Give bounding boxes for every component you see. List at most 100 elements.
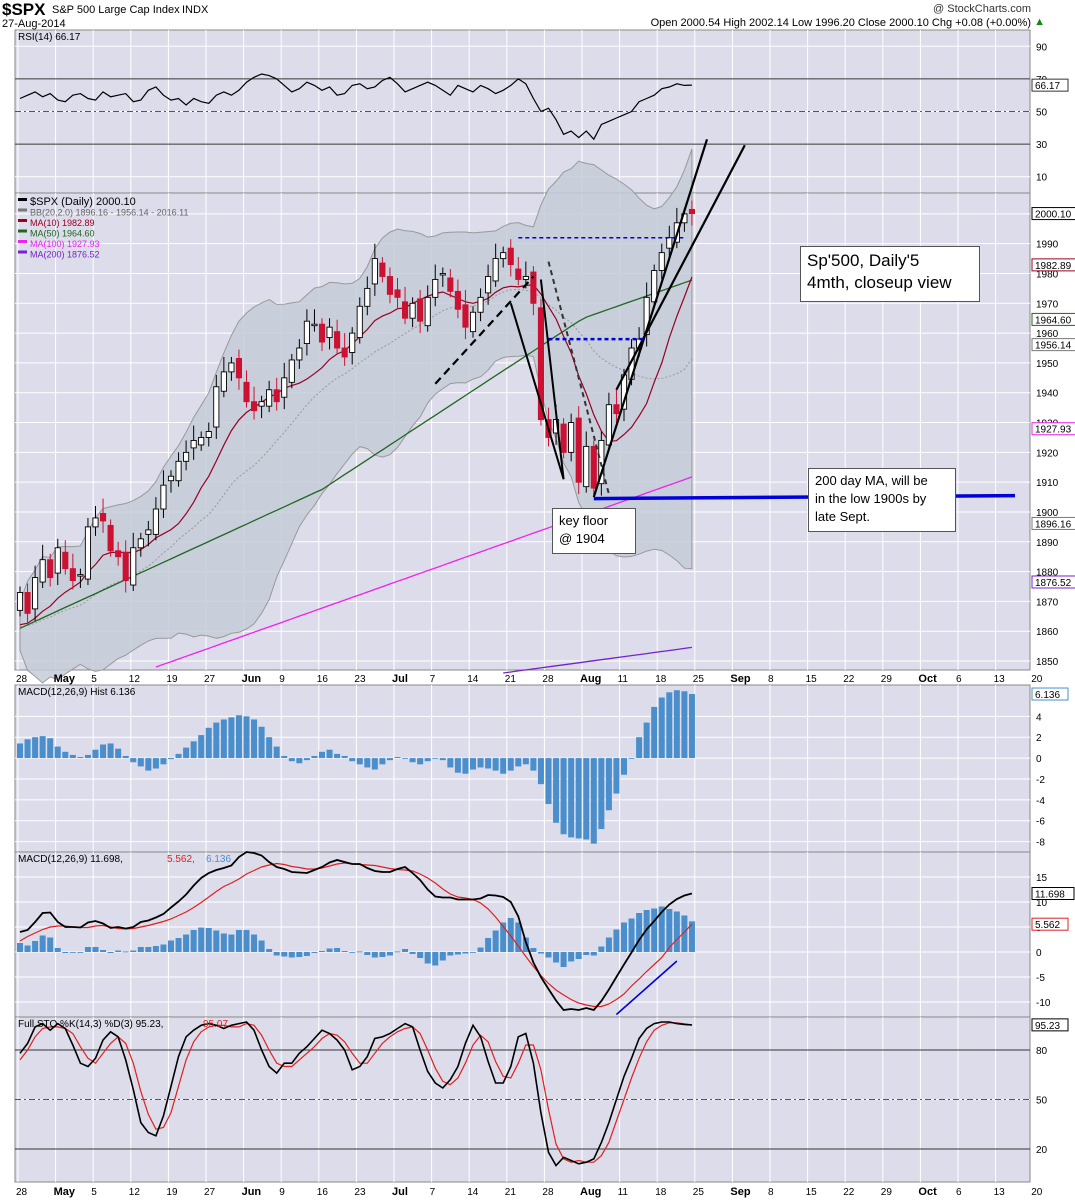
macd-hist-bar [220, 933, 227, 952]
macd-hist-bar [273, 746, 280, 759]
macd-hist-bar [515, 758, 522, 767]
candle-body [568, 422, 575, 453]
candle-body [258, 401, 265, 407]
price-x-label: 20 [1031, 674, 1043, 685]
bottom-x-label: Aug [580, 1186, 601, 1198]
candle-body [213, 386, 220, 428]
macd-hist-bar [628, 918, 635, 952]
candle-body [318, 323, 326, 343]
hist-panel [14, 684, 1031, 853]
candle-body [583, 445, 590, 488]
price-x-label: 18 [655, 674, 667, 685]
price-x-label: Sep [730, 673, 750, 685]
macd-hist-bar [122, 755, 129, 759]
price-x-label: 21 [505, 674, 517, 685]
price-tick-label: 1850 [1036, 657, 1059, 668]
legend-swatch [18, 250, 27, 254]
macd-hist-bar [32, 737, 39, 759]
price-tick-label: 1860 [1036, 627, 1059, 638]
candle-body [145, 529, 152, 535]
price-value-label-box [1031, 207, 1075, 221]
bottom-x-label: 9 [279, 1187, 285, 1198]
macd-hist-bar [130, 758, 137, 763]
macd-hist-bar [122, 951, 129, 953]
price-tick-label: 1980 [1036, 269, 1059, 280]
candle-body [432, 279, 439, 298]
macd-hist-bar [643, 910, 650, 952]
price-x-label: 27 [204, 674, 216, 685]
candle-body [99, 513, 107, 522]
index-name: S&P 500 Large Cap Index [52, 4, 180, 16]
macd-hist-bar [605, 758, 612, 811]
candle-body [24, 592, 31, 614]
candle-body [62, 551, 69, 570]
macd-hist-bar [258, 726, 265, 759]
rsi-value-label-box [1031, 78, 1069, 92]
macd-hist-bar [402, 949, 409, 952]
macd-hist-bar [243, 716, 250, 759]
bottom-x-label: 12 [129, 1187, 141, 1198]
macd-tick-label: 0 [1036, 948, 1042, 959]
macd-hist-bar [183, 934, 190, 952]
macd-hist-bar [160, 758, 167, 765]
macd-hist-bar [530, 948, 537, 952]
bottom-x-label: May [54, 1186, 76, 1198]
macd-hist-bar [17, 743, 23, 759]
candle-body [590, 445, 597, 489]
macd-hist-bar [688, 694, 695, 759]
bottom-x-label: 18 [655, 1187, 667, 1198]
macd-hist-bar [213, 930, 220, 952]
price-tick-label: 1940 [1036, 389, 1059, 400]
price-value-label: 1982.89 [1031, 258, 1075, 272]
price-value-label: 2000.10 [1031, 207, 1075, 221]
candle-body [371, 258, 378, 285]
price-value-label-text: 1956.14 [1035, 341, 1072, 352]
bollinger-band [19, 148, 693, 684]
macd-hist-bar [590, 758, 597, 844]
candle-body [454, 290, 461, 310]
macd-hist-bar [439, 758, 446, 761]
macd-hist-bar [432, 758, 439, 759]
macd-hist-bar [553, 758, 560, 823]
macd-hist-bar [605, 937, 612, 952]
price-x-label: 11 [618, 674, 629, 685]
price-legend-entry: MA(100) 1927.93 [30, 239, 100, 249]
copyright: @ StockCharts.com [933, 3, 1031, 15]
price-tick-label: 1970 [1036, 299, 1059, 310]
macd-hist-bar [424, 758, 431, 762]
candle-body [266, 389, 273, 407]
macd-hist-bar [560, 952, 567, 967]
macd-hist-bar [447, 952, 454, 956]
rsi-value-label: 66.17 [1031, 78, 1069, 92]
candle-body [507, 247, 514, 265]
candle-body [439, 273, 446, 276]
candle-body [122, 551, 129, 582]
rising-wedge-dashed [434, 275, 535, 385]
ma200-annotation: 200 day MA, will be in the low 1900s by … [808, 468, 956, 532]
candle-body [462, 304, 469, 328]
bottom-x-label: 29 [881, 1187, 893, 1198]
macd-hist-bar [160, 944, 167, 952]
hist-tick-label: -2 [1036, 775, 1045, 786]
macd-hist-bar [371, 952, 378, 958]
macd-hist-bar [251, 719, 258, 759]
price-x-label: 5 [91, 674, 97, 685]
sto-legend-d: 95.07 [203, 1019, 228, 1030]
ma200-annotation-line-1: 200 day MA, will be [815, 473, 928, 488]
rsi-legend: RSI(14) 66.17 [18, 32, 81, 43]
price-value-label-box [1031, 258, 1075, 272]
macd-hist-bar [530, 758, 537, 771]
bottom-x-label: 27 [204, 1187, 216, 1198]
macd-tick-label: -5 [1036, 973, 1045, 984]
macd-hist-bar [545, 758, 552, 804]
hist-tick-label: -4 [1036, 796, 1045, 807]
price-x-label: May [54, 673, 76, 685]
candle-body [515, 268, 522, 280]
macd-hist-bar [281, 755, 288, 759]
candle-body [235, 358, 243, 379]
macd-signal-value-label-box [1031, 917, 1069, 931]
macd-hist-bar [583, 758, 590, 840]
macd-line [19, 851, 693, 1012]
macd-hist-bar [137, 758, 144, 767]
bottom-x-label: 22 [843, 1187, 855, 1198]
